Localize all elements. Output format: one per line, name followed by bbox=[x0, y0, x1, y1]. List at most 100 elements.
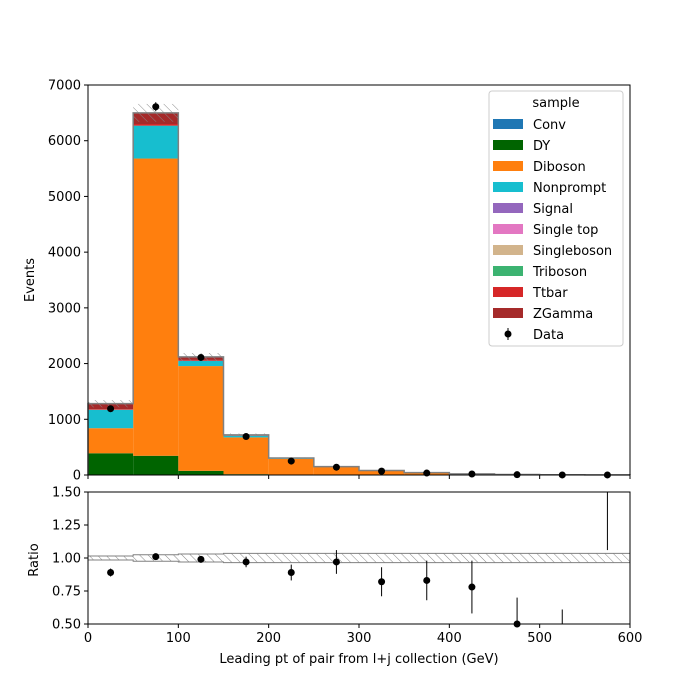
ratio-y-tick-label-2: 1.00 bbox=[52, 552, 81, 567]
legend-label-data: Data bbox=[533, 328, 564, 343]
ratio-uncertainty-band bbox=[88, 552, 630, 564]
ratio-band-bin-0 bbox=[88, 556, 134, 560]
ratio-band-bin-4 bbox=[268, 553, 314, 563]
legend-label-dy: DY bbox=[533, 139, 550, 154]
main-plot-panel: 0 1000 2000 3000 4000 5000 6000 7000 Events bbox=[23, 79, 631, 484]
ratio-point-0 bbox=[107, 569, 115, 577]
bar-diboson-bin-3 bbox=[223, 437, 269, 475]
ratio-point-7 bbox=[423, 576, 431, 584]
ratio-point-5 bbox=[332, 558, 340, 566]
x-axis-label: Leading pt of pair from l+j collection (… bbox=[219, 652, 498, 667]
ratio-x-tick-label-0: 0 bbox=[84, 631, 92, 646]
legend-swatch-diboson bbox=[493, 161, 523, 171]
bar-dy-bin-0 bbox=[88, 453, 134, 475]
legend-label-signal: Signal bbox=[533, 202, 573, 217]
ratio-x-tick-label-4: 400 bbox=[437, 631, 462, 646]
main-y-tick-label-7: 7000 bbox=[48, 79, 81, 94]
main-plot-frame bbox=[87, 84, 631, 476]
main-y-axis: 0 1000 2000 3000 4000 5000 6000 7000 bbox=[48, 79, 88, 484]
bar-diboson-bin-0 bbox=[88, 428, 134, 454]
ratio-y-tick-label-4: 1.50 bbox=[52, 486, 81, 501]
bar-diboson-bin-1 bbox=[133, 158, 179, 456]
bar-ttbar-bin-1 bbox=[133, 124, 179, 126]
legend-swatch-signal bbox=[493, 203, 523, 213]
legend-title: sample bbox=[532, 96, 579, 111]
legend-label-ttbar: Ttbar bbox=[532, 286, 568, 301]
legend-label-conv: Conv bbox=[533, 118, 566, 133]
legend-swatch-zgamma bbox=[493, 308, 523, 318]
ratio-band-bin-6 bbox=[359, 553, 405, 563]
ratio-band-bin-10 bbox=[539, 553, 585, 563]
ratio-x-axis: 0 100 200 300 400 500 600 bbox=[84, 624, 643, 646]
ratio-x-tick-label-3: 300 bbox=[347, 631, 372, 646]
main-y-tick-label-2: 2000 bbox=[48, 357, 81, 372]
stacked-histogram bbox=[88, 112, 630, 475]
ratio-point-8 bbox=[468, 583, 476, 591]
legend-swatch-single-top bbox=[493, 224, 523, 234]
ratio-plot-frame bbox=[87, 491, 631, 625]
ratio-band-bottom-edge bbox=[88, 559, 630, 564]
ratio-x-tick-label-2: 200 bbox=[256, 631, 281, 646]
bar-nonprompt-bin-1 bbox=[133, 125, 179, 159]
ratio-band-bin-9 bbox=[494, 553, 540, 563]
data-point-4 bbox=[287, 457, 295, 465]
legend-swatch-ttbar bbox=[493, 287, 523, 297]
bar-diboson-bin-5 bbox=[313, 467, 359, 475]
bar-dy-bin-1 bbox=[133, 455, 179, 475]
bar-nonprompt-bin-0 bbox=[88, 409, 134, 429]
main-y-tick-label-6: 6000 bbox=[48, 134, 81, 149]
legend-label-nonprompt: Nonprompt bbox=[533, 181, 606, 196]
ratio-point-6 bbox=[378, 578, 386, 586]
ratio-x-tick-label-6: 600 bbox=[618, 631, 643, 646]
main-y-tick-label-0: 0 bbox=[73, 469, 81, 484]
ratio-points bbox=[107, 492, 608, 628]
data-point-8 bbox=[468, 470, 476, 478]
legend-data-marker bbox=[504, 330, 512, 338]
ratio-y-tick-label-3: 1.25 bbox=[52, 519, 81, 534]
legend-label-single-top: Single top bbox=[533, 223, 598, 238]
bar-nonprompt-bin-2 bbox=[178, 360, 224, 367]
ratio-point-1 bbox=[152, 553, 160, 561]
legend-items: Conv DY Diboson Nonprompt Signal Single top Si… bbox=[493, 118, 612, 343]
legend-label-diboson: Diboson bbox=[533, 160, 586, 175]
ratio-y-tick-label-1: 0.75 bbox=[52, 585, 81, 600]
legend-swatch-singleboson bbox=[493, 245, 523, 255]
ratio-y-tick-label-0: 0.50 bbox=[52, 618, 81, 633]
legend-frame bbox=[488, 90, 624, 347]
legend-swatch-conv bbox=[493, 119, 523, 129]
main-y-tick-label-1: 1000 bbox=[48, 413, 81, 428]
main-x-axis bbox=[87, 475, 631, 479]
ratio-plot-panel: 0.50 0.75 1.00 1.25 1.50 0 100 200 300 400 500 600… bbox=[27, 486, 642, 668]
legend: sample Conv DY Diboson Nonprompt Signal Singl… bbox=[488, 90, 624, 347]
legend-swatch-dy bbox=[493, 140, 523, 150]
data-point-1 bbox=[152, 103, 160, 111]
ratio-band-bin-8 bbox=[449, 553, 495, 563]
legend-swatch-nonprompt bbox=[493, 182, 523, 192]
ratio-x-tick-label-5: 500 bbox=[527, 631, 552, 646]
bar-diboson-bin-2 bbox=[178, 366, 224, 471]
legend-swatch-triboson bbox=[493, 266, 523, 276]
ratio-band-bin-11 bbox=[584, 553, 630, 563]
data-point-3 bbox=[242, 433, 250, 441]
ratio-point-4 bbox=[287, 569, 295, 577]
data-point-5 bbox=[332, 463, 340, 471]
ratio-band-bin-7 bbox=[404, 553, 450, 563]
main-y-tick-label-4: 4000 bbox=[48, 246, 81, 261]
legend-label-zgamma: ZGamma bbox=[533, 307, 593, 322]
legend-label-singleboson: Singleboson bbox=[533, 244, 612, 259]
main-y-tick-label-3: 3000 bbox=[48, 301, 81, 316]
ratio-y-axis: 0.50 0.75 1.00 1.25 1.50 bbox=[52, 486, 88, 633]
ratio-point-2 bbox=[197, 555, 205, 563]
data-point-2 bbox=[197, 353, 205, 361]
ratio-x-tick-label-1: 100 bbox=[166, 631, 191, 646]
bar-dy-bin-2 bbox=[178, 470, 224, 475]
data-points bbox=[107, 102, 611, 479]
legend-label-triboson: Triboson bbox=[532, 265, 587, 280]
data-point-0 bbox=[107, 405, 115, 413]
ratio-point-3 bbox=[242, 558, 250, 566]
bar-diboson-bin-4 bbox=[268, 458, 314, 475]
main-y-axis-label: Events bbox=[23, 258, 38, 302]
ratio-y-axis-label: Ratio bbox=[27, 543, 42, 576]
main-y-tick-label-5: 5000 bbox=[48, 190, 81, 205]
